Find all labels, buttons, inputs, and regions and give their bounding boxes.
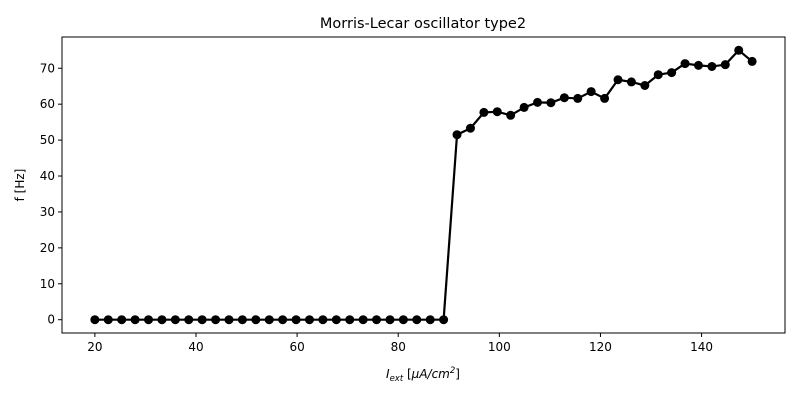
y-tick-label: 10 bbox=[40, 277, 55, 291]
y-axis-ticks: 0 10 20 30 40 50 60 70 bbox=[40, 61, 62, 327]
data-point bbox=[412, 315, 422, 325]
data-point bbox=[653, 70, 663, 80]
x-tick-label: 20 bbox=[87, 340, 102, 354]
data-point bbox=[452, 130, 462, 140]
data-point bbox=[358, 315, 368, 325]
x-axis-label-units-open: [ bbox=[403, 367, 412, 381]
data-point bbox=[331, 315, 341, 325]
data-point bbox=[304, 315, 314, 325]
y-tick-label: 50 bbox=[40, 133, 55, 147]
x-axis-label-sup: 2 bbox=[450, 366, 455, 376]
axes-frame bbox=[61, 36, 786, 334]
data-point bbox=[680, 59, 690, 69]
data-point bbox=[197, 315, 207, 325]
data-point bbox=[600, 93, 610, 103]
x-axis-label-mu: μ bbox=[411, 367, 420, 381]
data-point bbox=[640, 80, 650, 90]
x-tick-label: 80 bbox=[391, 340, 406, 354]
data-point bbox=[264, 315, 274, 325]
data-point bbox=[157, 315, 167, 325]
data-point bbox=[546, 98, 556, 108]
x-axis-label-main: I bbox=[386, 367, 390, 381]
data-point bbox=[465, 123, 475, 133]
data-point bbox=[237, 315, 247, 325]
data-point bbox=[211, 315, 221, 325]
data-point bbox=[385, 315, 395, 325]
x-tick-label: 120 bbox=[589, 340, 612, 354]
data-point bbox=[345, 315, 355, 325]
y-tick-label: 20 bbox=[40, 241, 55, 255]
data-point bbox=[626, 77, 636, 87]
data-point bbox=[291, 315, 301, 325]
data-point bbox=[170, 315, 180, 325]
data-point bbox=[372, 315, 382, 325]
data-point bbox=[492, 107, 502, 117]
data-point bbox=[251, 315, 261, 325]
data-point bbox=[506, 110, 516, 120]
data-point bbox=[425, 315, 435, 325]
x-axis-label-units-mid: A/cm bbox=[418, 367, 450, 381]
data-point bbox=[130, 315, 140, 325]
x-tick-label: 40 bbox=[188, 340, 203, 354]
data-point bbox=[398, 315, 408, 325]
y-tick-label: 0 bbox=[47, 313, 55, 327]
series-lines bbox=[94, 49, 753, 321]
data-point bbox=[184, 315, 194, 325]
x-tick-label: 100 bbox=[488, 340, 511, 354]
data-point bbox=[117, 315, 127, 325]
x-axis-label: Iext [μA/cm2] bbox=[386, 366, 460, 384]
data-point bbox=[533, 97, 543, 107]
y-tick-label: 40 bbox=[40, 169, 55, 183]
y-tick-label: 30 bbox=[40, 205, 55, 219]
data-point bbox=[144, 315, 154, 325]
series-points bbox=[90, 45, 757, 325]
data-point bbox=[559, 93, 569, 103]
data-point bbox=[693, 60, 703, 70]
data-point bbox=[318, 315, 328, 325]
x-axis-ticks: 20 40 60 80 100 120 140 bbox=[87, 333, 713, 354]
plot-area bbox=[61, 36, 786, 334]
series-line bbox=[94, 49, 753, 321]
x-tick-label: 60 bbox=[289, 340, 304, 354]
data-point bbox=[720, 60, 730, 70]
data-point bbox=[747, 56, 757, 66]
data-point bbox=[667, 68, 677, 78]
data-point bbox=[439, 315, 449, 325]
data-point bbox=[586, 87, 596, 97]
data-point bbox=[90, 315, 100, 325]
data-point bbox=[278, 315, 288, 325]
x-tick-label: 140 bbox=[690, 340, 713, 354]
chart-title: Morris-Lecar oscillator type2 bbox=[320, 16, 526, 32]
data-point bbox=[734, 45, 744, 55]
y-axis-label: f [Hz] bbox=[13, 169, 27, 202]
y-tick-label: 60 bbox=[40, 97, 55, 111]
data-point bbox=[707, 61, 717, 71]
data-point bbox=[613, 75, 623, 85]
data-point bbox=[224, 315, 234, 325]
data-point bbox=[479, 107, 489, 117]
x-axis-label-sub: ext bbox=[390, 374, 404, 384]
data-point bbox=[519, 102, 529, 112]
y-tick-label: 70 bbox=[40, 61, 55, 75]
data-point bbox=[573, 93, 583, 103]
data-point bbox=[103, 315, 113, 325]
x-axis-label-units-close: ] bbox=[455, 367, 460, 381]
